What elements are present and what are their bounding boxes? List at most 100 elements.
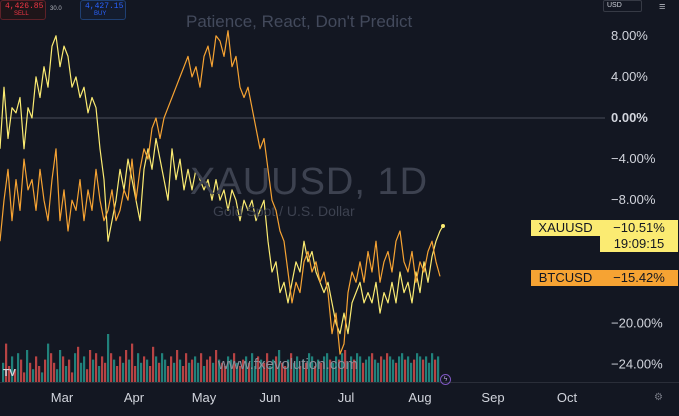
volume-bar [332,362,335,382]
volume-bar [419,356,422,382]
volume-bar [95,353,98,382]
volume-bar [239,366,242,382]
spread-value: 30.0 [50,6,62,12]
volume-bar [425,356,428,382]
volume-bar [392,359,395,382]
y-tick-label: −4.00% [611,151,656,166]
currency-selector[interactable]: USD [603,0,642,12]
volume-bar [344,350,347,382]
buy-label: BUY [94,11,107,17]
buy-button[interactable]: 4,427.15 BUY [80,0,126,20]
x-tick-label: Sep [481,390,504,405]
volume-bar [263,362,266,382]
y-tick-label: −20.00% [611,315,663,330]
volume-bar [431,353,434,382]
volume-bar [269,366,272,382]
y-tick-label: 8.00% [611,28,648,43]
volume-bar [245,356,248,382]
volume-bar [314,366,317,382]
volume-bar [122,362,125,382]
volume-bar [164,359,167,382]
x-tick-label: Mar [51,390,74,405]
volume-bar [143,356,146,382]
chart-title: Patience, React, Don't Predict [186,12,413,31]
volume-bar [254,366,257,382]
volume-bar [14,369,17,382]
series-line-xauusd [0,35,444,335]
volume-bar [317,359,320,382]
volume-bar [377,362,380,382]
tradingview-logo-icon[interactable]: TV [3,368,16,379]
menu-icon[interactable]: ≡ [659,1,666,13]
volume-bar [173,362,176,382]
x-tick-label: Jul [338,390,355,405]
volume-bar [71,372,74,382]
volume-bar [74,353,77,382]
sell-price: 4,426.85 [5,2,44,11]
sell-button[interactable]: 4,426.85 SELL [0,0,46,20]
volume-bar [17,353,20,382]
volume-bar [8,366,11,382]
volume-bar [368,356,371,382]
volume-bar [329,359,332,382]
volume-bar [413,359,416,382]
volume-bar [236,362,239,382]
volume-bar [131,343,134,382]
x-tick-label: May [192,390,217,405]
x-tick-label: Jun [260,390,281,405]
y-tick-label: 0.00% [611,110,648,125]
volume-bar [218,359,221,382]
volume-bar [311,356,314,382]
settings-icon[interactable]: ⚙ [654,392,663,403]
volume-bar [296,356,299,382]
volume-bar [302,359,305,382]
volume-bar [320,362,323,382]
volume-bar [41,372,44,382]
volume-bar [422,359,425,382]
volume-bar [287,359,290,382]
volume-bar [257,356,260,382]
volume-bar [158,362,161,382]
volume-bar [119,356,122,382]
volume-bar [92,359,95,382]
volume-bar [359,356,362,382]
volume-bar [374,359,377,382]
volume-bar [404,359,407,382]
volume-bar [80,362,83,382]
volume-bar [383,359,386,382]
volume-bar [230,359,233,382]
volume-bar [203,366,206,382]
volume-bar [407,356,410,382]
y-tick-label: −24.00% [611,356,663,371]
volume-bar [200,353,203,382]
volume-bar [38,366,41,382]
volume-bar [278,350,281,382]
volume-bar [326,353,329,382]
volume-bar [20,359,23,382]
volume-bar [5,343,8,382]
volume-bar [212,362,215,382]
volume-bar [65,366,68,382]
volume-bar [179,359,182,382]
y-tick-label: 4.00% [611,69,648,84]
volume-bar [386,353,389,382]
volume-bar [47,343,50,382]
volume-bar [305,362,308,382]
volume-bar [59,350,62,382]
volume-bar [176,350,179,382]
lightning-icon[interactable]: ϟ [440,374,451,385]
volume-bar [26,350,29,382]
volume-bar [308,353,311,382]
volume-bar [23,372,26,382]
volume-bar [380,356,383,382]
btc-series-tag: BTCUSD [531,270,600,286]
volume-bar [170,356,173,382]
volume-bar [32,369,35,382]
volume-bar [323,356,326,382]
volume-bar [434,359,437,382]
volume-bar [209,356,212,382]
x-tick-label: Oct [557,390,578,405]
volume-bar [83,356,86,382]
volume-bar [248,362,251,382]
